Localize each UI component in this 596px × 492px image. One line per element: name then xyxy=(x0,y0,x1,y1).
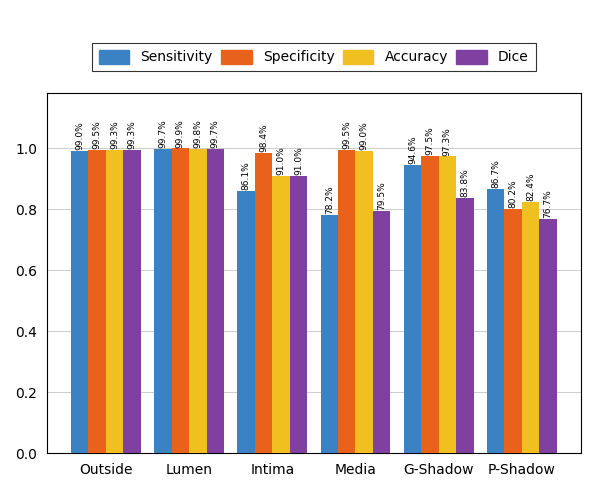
Bar xyxy=(255,153,272,453)
Bar xyxy=(207,149,224,453)
Text: 98.4%: 98.4% xyxy=(259,123,268,152)
Bar xyxy=(154,149,172,453)
Text: 99.0%: 99.0% xyxy=(75,122,84,151)
Bar xyxy=(123,151,141,453)
Text: 97.3%: 97.3% xyxy=(443,127,452,155)
Text: 80.2%: 80.2% xyxy=(508,179,517,208)
Bar xyxy=(522,202,539,453)
Bar xyxy=(172,149,189,453)
Bar xyxy=(106,151,123,453)
Bar xyxy=(237,190,255,453)
Text: 91.0%: 91.0% xyxy=(294,146,303,175)
Text: 99.3%: 99.3% xyxy=(110,121,119,150)
Bar xyxy=(88,150,106,453)
Text: 99.7%: 99.7% xyxy=(211,120,220,148)
Bar xyxy=(321,215,338,453)
Legend: Sensitivity, Specificity, Accuracy, Dice: Sensitivity, Specificity, Accuracy, Dice xyxy=(92,43,536,71)
Bar xyxy=(504,209,522,453)
Bar xyxy=(539,219,557,453)
Text: 99.9%: 99.9% xyxy=(176,119,185,148)
Text: 76.7%: 76.7% xyxy=(544,189,552,218)
Text: 83.8%: 83.8% xyxy=(460,168,469,197)
Bar xyxy=(189,149,207,453)
Text: 99.3%: 99.3% xyxy=(128,121,136,150)
Text: 99.7%: 99.7% xyxy=(159,120,167,148)
Text: 82.4%: 82.4% xyxy=(526,173,535,201)
Bar xyxy=(403,165,421,453)
Bar xyxy=(71,151,88,453)
Text: 94.6%: 94.6% xyxy=(408,135,417,164)
Bar xyxy=(290,176,307,453)
Bar xyxy=(272,176,290,453)
Bar xyxy=(456,198,474,453)
Text: 91.0%: 91.0% xyxy=(277,146,285,175)
Text: 99.8%: 99.8% xyxy=(193,119,202,148)
Bar xyxy=(439,156,456,453)
Text: 99.5%: 99.5% xyxy=(342,120,351,149)
Text: 78.2%: 78.2% xyxy=(325,185,334,214)
Bar xyxy=(355,151,373,453)
Text: 86.7%: 86.7% xyxy=(491,159,500,188)
Bar xyxy=(338,150,355,453)
Bar xyxy=(373,211,390,453)
Text: 99.0%: 99.0% xyxy=(359,122,369,151)
Text: 99.5%: 99.5% xyxy=(93,120,102,149)
Bar xyxy=(421,156,439,453)
Text: 79.5%: 79.5% xyxy=(377,181,386,210)
Text: 97.5%: 97.5% xyxy=(426,126,434,155)
Text: 86.1%: 86.1% xyxy=(241,161,250,190)
Bar xyxy=(487,189,504,453)
